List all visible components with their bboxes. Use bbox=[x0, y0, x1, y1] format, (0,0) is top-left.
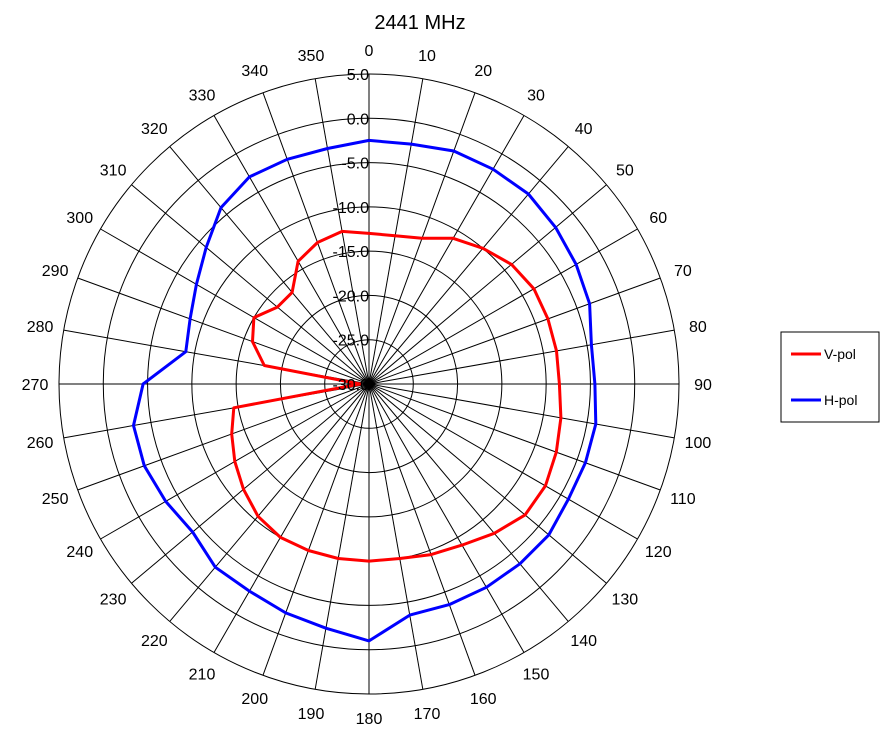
angle-label-40: 40 bbox=[575, 121, 593, 138]
angle-label-110: 110 bbox=[670, 491, 696, 508]
angle-label-310: 310 bbox=[100, 162, 127, 179]
angle-label-350: 350 bbox=[298, 48, 325, 65]
radial-label-6: -25.0 bbox=[333, 333, 370, 350]
angle-label-230: 230 bbox=[100, 592, 127, 609]
legend-box bbox=[780, 331, 880, 423]
angle-label-100: 100 bbox=[685, 435, 712, 452]
radial-label-3: -10.0 bbox=[333, 200, 370, 217]
grid-spoke-100 bbox=[368, 383, 675, 439]
series-line-h-pol bbox=[132, 138, 598, 643]
grid-spoke-40 bbox=[368, 146, 569, 385]
angle-label-210: 210 bbox=[189, 666, 216, 683]
grid-spoke-290 bbox=[77, 277, 370, 385]
grid-spoke-340 bbox=[262, 92, 370, 385]
grid-spoke-110 bbox=[368, 383, 661, 491]
radial-label-5: -20.0 bbox=[333, 288, 370, 305]
angle-tick-labels: 0 10 20 30 40 50 60 70 80 90 100 110 120 130 140 150 160… bbox=[22, 43, 712, 728]
series-lines bbox=[132, 138, 598, 643]
series-line-v-pol bbox=[230, 229, 563, 563]
angle-label-140: 140 bbox=[570, 633, 597, 650]
grid-spoke-60 bbox=[368, 228, 638, 385]
grid-spoke-300 bbox=[100, 228, 370, 385]
angle-label-10: 10 bbox=[418, 48, 436, 65]
angle-label-250: 250 bbox=[42, 491, 69, 508]
grid-spoke-130 bbox=[368, 383, 607, 584]
radial-label-1: 0.0 bbox=[347, 111, 369, 128]
angle-label-220: 220 bbox=[141, 633, 168, 650]
grid-spoke-330 bbox=[213, 115, 370, 385]
radial-label-0: 5.0 bbox=[347, 67, 369, 84]
angle-label-20: 20 bbox=[474, 63, 492, 80]
angle-label-80: 80 bbox=[689, 319, 707, 336]
grid-spoke-120 bbox=[368, 383, 638, 540]
angle-label-300: 300 bbox=[66, 210, 93, 227]
angle-label-60: 60 bbox=[649, 210, 667, 227]
grid-spoke-250 bbox=[77, 383, 370, 491]
angle-label-320: 320 bbox=[141, 121, 168, 138]
grid-spoke-310 bbox=[131, 184, 370, 385]
grid-spoke-10 bbox=[368, 78, 424, 385]
angle-label-180: 180 bbox=[356, 711, 383, 728]
angle-label-0: 0 bbox=[365, 43, 374, 60]
angle-label-130: 130 bbox=[612, 592, 639, 609]
radial-tick-labels: 5.0 0.0 -5.0 -10.0 -15.0 -20.0 -25.0 -30.0 bbox=[333, 67, 374, 394]
angle-label-280: 280 bbox=[27, 319, 54, 336]
angle-label-290: 290 bbox=[42, 263, 69, 280]
angle-label-150: 150 bbox=[523, 666, 550, 683]
grid-spoke-320 bbox=[169, 146, 370, 385]
legend-label-h-pol: H-pol bbox=[824, 392, 857, 408]
grid-spoke-50 bbox=[368, 184, 607, 385]
grid-spoke-70 bbox=[368, 277, 661, 385]
radial-label-7: -30.0 bbox=[333, 377, 370, 394]
angle-label-160: 160 bbox=[470, 691, 497, 708]
angle-label-70: 70 bbox=[674, 263, 692, 280]
angle-label-50: 50 bbox=[616, 162, 634, 179]
angle-label-120: 120 bbox=[645, 544, 672, 561]
grid-spoke-150 bbox=[368, 383, 525, 653]
grid-spoke-30 bbox=[368, 115, 525, 385]
angle-label-260: 260 bbox=[27, 435, 54, 452]
grid-spoke-140 bbox=[368, 383, 569, 622]
center-point bbox=[364, 379, 374, 389]
grid-spoke-200 bbox=[262, 383, 370, 676]
grid-spoke-190 bbox=[314, 383, 370, 690]
angle-label-200: 200 bbox=[241, 691, 268, 708]
angle-label-340: 340 bbox=[241, 63, 268, 80]
grid-spoke-220 bbox=[169, 383, 370, 622]
radial-label-2: -5.0 bbox=[341, 156, 369, 173]
angle-label-270: 270 bbox=[22, 377, 49, 394]
angle-label-330: 330 bbox=[189, 88, 216, 105]
angle-label-190: 190 bbox=[298, 706, 325, 723]
legend-label-v-pol: V-pol bbox=[824, 346, 856, 362]
chart-title: 2441 MHz bbox=[374, 12, 465, 34]
angle-label-170: 170 bbox=[414, 706, 441, 723]
legend: V-pol H-pol bbox=[780, 331, 880, 423]
angle-label-240: 240 bbox=[66, 544, 93, 561]
grid-spoke-170 bbox=[368, 383, 424, 690]
angle-label-30: 30 bbox=[527, 88, 545, 105]
grid-spoke-160 bbox=[368, 383, 476, 676]
grid-spoke-80 bbox=[368, 329, 675, 385]
angle-label-90: 90 bbox=[694, 377, 712, 394]
grid-spoke-210 bbox=[213, 383, 370, 653]
radial-label-4: -15.0 bbox=[333, 244, 370, 261]
grid-spoke-230 bbox=[131, 383, 370, 584]
